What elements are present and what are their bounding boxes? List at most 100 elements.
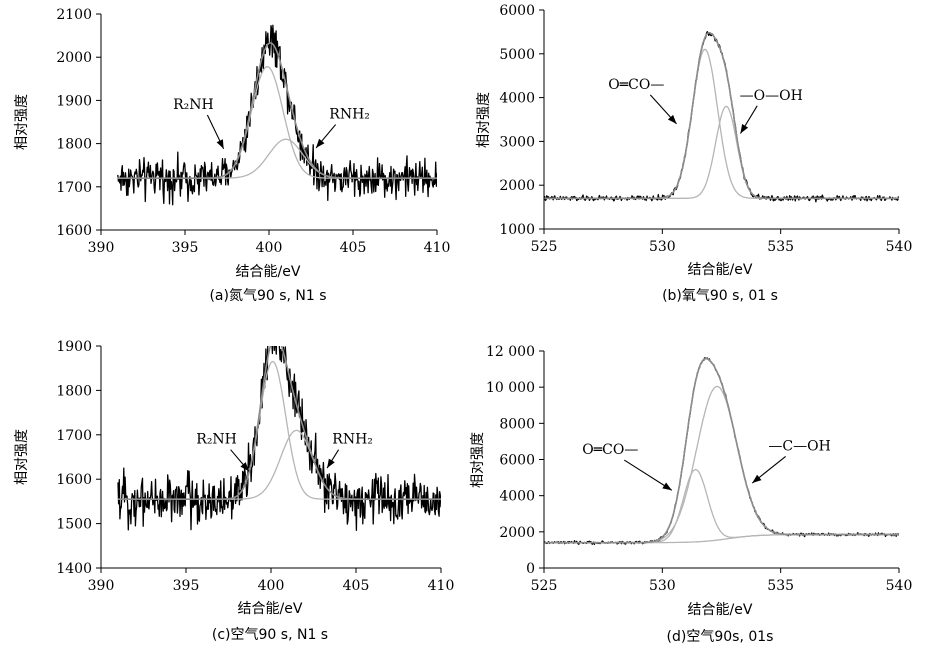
- panel-a-x-tick-label: 400: [256, 240, 283, 256]
- panel-a-peak-1-fit: [117, 66, 437, 179]
- panel-d-axes: 525 530 535 540 0 2000 4000 6000 8000 10 000 12 00…: [486, 344, 912, 594]
- panel-d-plot: [544, 357, 899, 546]
- panel-d: 525 530 535 540 0 2000 4000 6000 8000 10 000 12 00…: [470, 344, 912, 645]
- panel-c-peak-2-fit: [118, 429, 441, 500]
- panel-d-annotation-1: O═CO—: [582, 442, 638, 458]
- panel-b-y-tick-label: 2000: [499, 178, 535, 194]
- panel-d-annotation-arrow: [623, 459, 673, 491]
- panel-b-y-tick-label: 3000: [499, 134, 535, 150]
- panel-d-envelope-fit: [544, 357, 899, 544]
- panel-c-raw-spectrum: [117, 346, 441, 531]
- panel-c-annotation-arrowhead: [240, 462, 249, 472]
- panel-b-plot: [544, 31, 899, 203]
- panel-c-y-tick-label: 1700: [56, 428, 92, 444]
- panel-c-x-tick-label: 400: [258, 578, 285, 594]
- panel-c-annotation-1: R₂NH: [196, 432, 237, 448]
- panel-a-annotation-arrowhead: [216, 139, 224, 149]
- panel-b: 525 530 535 540 1000 2000 3000 4000 5000 6000 O═C…: [476, 3, 912, 304]
- panel-c-y-tick-label: 1600: [56, 472, 92, 488]
- panel-b-peak-2-fit: [544, 105, 899, 199]
- panel-d-annotations: O═CO— —C—OH: [582, 439, 831, 491]
- panel-c-x-tick-label: 405: [343, 578, 370, 594]
- panel-a-annotation-2: RNH₂: [329, 107, 370, 123]
- panel-a-raw-spectrum: [117, 24, 437, 206]
- panel-d-x-tick-label: 530: [649, 578, 676, 594]
- panel-b-axes: 525 530 535 540 1000 2000 3000 4000 5000 6000: [499, 3, 912, 255]
- panel-a-annotation-1: R₂NH: [173, 97, 214, 113]
- panel-d-y-tick-label: 12 000: [486, 344, 535, 360]
- panel-d-x-tick-label: 535: [767, 578, 794, 594]
- panel-c-envelope-fit: [118, 346, 441, 500]
- panel-c-axes: 390 395 400 405 410 1400 1500 1600 1700 1800 1900: [56, 339, 454, 594]
- panel-b-annotation-arrowhead: [740, 124, 749, 134]
- panel-b-y-tick-label: 6000: [499, 3, 535, 19]
- panel-a-annotation-arrowhead: [316, 138, 325, 148]
- panel-b-xlabel: 结合能/eV: [688, 262, 753, 278]
- panel-c-plot: [117, 346, 441, 531]
- panel-a-y-tick-label: 1600: [56, 223, 92, 239]
- panel-a-y-tick-label: 1700: [56, 180, 92, 196]
- panel-a-y-tick-label: 1800: [56, 137, 92, 153]
- panel-b-y-tick-label: 1000: [499, 222, 535, 238]
- panel-d-x-tick-label: 540: [886, 578, 913, 594]
- panel-b-annotation-2: —O—OH: [740, 88, 803, 104]
- panel-a: 390 395 400 405 410160017001800190020002100 …: [14, 7, 450, 304]
- panel-b-annotation-arrowhead: [667, 114, 677, 124]
- panel-d-peak-2-fit: [544, 385, 899, 544]
- panel-d-y-tick-label: 6000: [499, 453, 535, 469]
- panel-c-y-tick-label: 1500: [56, 517, 92, 533]
- panel-d-peak-1-fit: [544, 468, 899, 544]
- panel-d-xlabel: 结合能/eV: [688, 602, 753, 618]
- panel-a-x-tick-label: 395: [172, 240, 199, 256]
- panel-a-annotations: R₂NH RNH₂: [173, 97, 370, 150]
- panel-d-y-tick-label: 4000: [499, 489, 535, 505]
- panel-a-x-tick-label: 405: [340, 240, 367, 256]
- panel-b-y-tick-label: 4000: [499, 91, 535, 107]
- panel-a-y-tick-label: 2100: [56, 7, 92, 23]
- panel-c-y-tick-label: 1800: [56, 383, 92, 399]
- panel-b-x-tick-label: 540: [886, 239, 913, 255]
- panel-c-annotation-arrowhead: [327, 458, 335, 469]
- panel-b-ylabel: 相对强度: [476, 92, 492, 148]
- panel-c-x-tick-label: 390: [88, 578, 115, 594]
- panel-c-y-tick-label: 1400: [56, 561, 92, 577]
- panel-d-y-tick-label: 8000: [499, 416, 535, 432]
- panel-d-caption: (d)空气90s, 01s: [667, 629, 774, 645]
- panel-a-axes: 390 395 400 405 410 1600 1700 1800 1900 2000 2100: [56, 7, 450, 256]
- panel-b-annotation-1: O═CO—: [608, 77, 664, 93]
- panel-b-caption: (b)氧气90 s, 01 s: [662, 288, 778, 304]
- panel-c-y-tick-label: 1900: [56, 339, 92, 355]
- panel-b-x-tick-label: 525: [531, 239, 558, 255]
- panel-a-ylabel: 相对强度: [14, 94, 30, 150]
- panel-b-x-tick-label: 535: [767, 239, 794, 255]
- panel-a-x-tick-label: 410: [424, 240, 451, 256]
- panel-a-caption: (a)氮气90 s, N1 s: [209, 288, 326, 304]
- panel-c-x-tick-label: 410: [428, 578, 455, 594]
- panel-d-y-tick-label: 0: [526, 561, 535, 577]
- panel-c-caption: (c)空气90 s, N1 s: [212, 627, 328, 643]
- panel-c-annotation-2: RNH₂: [332, 432, 373, 448]
- panel-d-y-tick-label: 10 000: [486, 380, 535, 396]
- panel-b-envelope-fit: [544, 31, 899, 200]
- panel-c-x-tick-label: 395: [173, 578, 200, 594]
- panel-a-envelope-fit: [117, 42, 437, 179]
- panel-a-xlabel: 结合能/eV: [236, 264, 301, 280]
- panel-a-y-tick-label: 2000: [56, 50, 92, 66]
- panel-b-x-tick-label: 530: [649, 239, 676, 255]
- panel-a-x-tick-label: 390: [88, 240, 115, 256]
- panel-d-y-tick-label: 2000: [499, 525, 535, 541]
- panel-b-y-tick-label: 5000: [499, 47, 535, 63]
- panel-c-xlabel: 结合能/eV: [238, 601, 303, 617]
- panel-c-ylabel: 相对强度: [14, 429, 30, 485]
- panel-d-x-tick-label: 525: [531, 578, 558, 594]
- panel-d-annotation-arrowhead: [752, 474, 762, 484]
- panel-c-annotations: R₂NH RNH₂: [196, 432, 373, 472]
- panel-b-peak-1-fit: [544, 48, 899, 199]
- panel-c-peak-1-fit: [118, 360, 441, 500]
- panel-d-ylabel: 相对强度: [470, 432, 486, 488]
- panel-a-y-tick-label: 1900: [56, 93, 92, 109]
- panel-a-plot: [117, 24, 437, 206]
- panel-d-annotation-2: —C—OH: [768, 439, 830, 455]
- panel-c: 390 395 400 405 410140015001600170018001900 …: [14, 339, 454, 643]
